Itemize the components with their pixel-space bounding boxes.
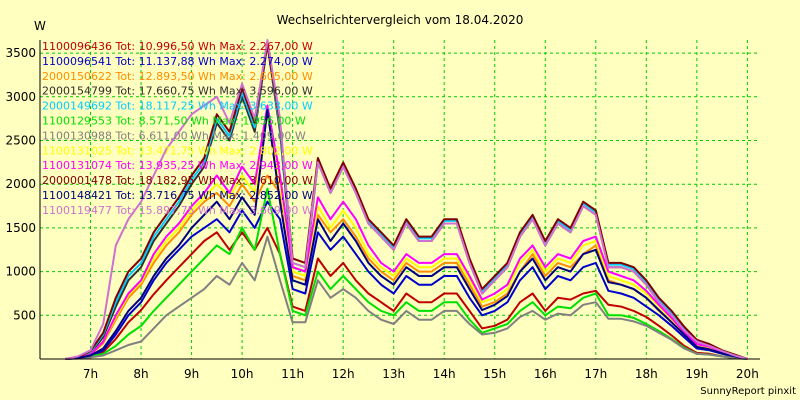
credit-text: SunnyReport pinxit bbox=[700, 386, 796, 397]
chart-title: Wechselrichtervergleich vom 18.04.2020 bbox=[277, 13, 524, 27]
x-tick-label: 7h bbox=[83, 367, 98, 381]
legend-entry-7: 1100130988 Tot: 6.611,00 Wh Max: 1.409,0… bbox=[42, 129, 306, 142]
y-tick-label: 2000 bbox=[5, 177, 36, 191]
x-tick-label: 16h bbox=[534, 367, 557, 381]
legend-entry-10: 2000001478 Tot: 18.182,95 Wh Max: 3.610,… bbox=[42, 174, 313, 187]
series-line-11 bbox=[65, 108, 748, 360]
legend-entry-5: 2000149692 Tot: 18.117,25 Wh Max: 3.633,… bbox=[42, 100, 313, 113]
series-line-8 bbox=[65, 113, 748, 360]
legend-entry-8: 1100131025 Tot: 13.471,75 Wh Max: 2.802,… bbox=[42, 144, 313, 157]
y-tick-label: 3500 bbox=[5, 46, 36, 60]
legend-entry-4: 2000154799 Tot: 17.660,75 Wh Max: 3.596,… bbox=[42, 85, 313, 98]
grid-layer bbox=[40, 40, 760, 359]
legend-entry-9: 1100131074 Tot: 13.935,25 Wh Max: 2.943,… bbox=[42, 159, 313, 172]
x-tick-label: 11h bbox=[281, 367, 304, 381]
x-tick-label: 10h bbox=[231, 367, 254, 381]
x-tick-label: 18h bbox=[635, 367, 658, 381]
x-tick-label: 17h bbox=[584, 367, 607, 381]
x-tick-label: 19h bbox=[685, 367, 708, 381]
legend-entry-3: 2000150622 Tot: 12.893,50 Wh Max: 2.605,… bbox=[42, 70, 313, 83]
tick-label-layer: 7h 8h 9h 10h 11h 12h 13h 14h 15h 16h 17h 18h 19h 20h 5… bbox=[5, 46, 758, 381]
series-layer bbox=[65, 39, 748, 360]
x-tick-label: 15h bbox=[483, 367, 506, 381]
y-tick-label: 500 bbox=[13, 308, 36, 322]
x-tick-label: 9h bbox=[184, 367, 199, 381]
legend: 1100096436 Tot: 10.996,50 Wh Max: 2.267,… bbox=[42, 40, 313, 217]
legend-entry-6: 1100129553 Tot: 8.571,50 Wh Max: 1.956,0… bbox=[42, 115, 306, 128]
series-line-9 bbox=[65, 104, 748, 360]
series-line-6 bbox=[65, 187, 748, 360]
x-tick-label: 12h bbox=[332, 367, 355, 381]
axes-layer bbox=[39, 40, 760, 360]
series-line-1 bbox=[65, 226, 748, 360]
series-line-7 bbox=[65, 235, 748, 360]
x-tick-label: 8h bbox=[133, 367, 148, 381]
x-tick-label: 20h bbox=[736, 367, 759, 381]
legend-entry-12: 1100119477 Tot: 15.897,75 Wh Max: 3.669,… bbox=[42, 204, 313, 217]
x-tick-label: 14h bbox=[433, 367, 456, 381]
legend-entry-11: 1100148421 Tot: 13.716,75 Wh Max: 2.852,… bbox=[42, 189, 313, 202]
legend-entry-2: 1100096541 Tot: 11.137,88 Wh Max: 2.274,… bbox=[42, 55, 313, 68]
y-tick-label: 3000 bbox=[5, 90, 36, 104]
y-tick-label: 2500 bbox=[5, 134, 36, 148]
x-tick-label: 13h bbox=[382, 367, 405, 381]
series-line-2 bbox=[65, 200, 748, 360]
series-line-12 bbox=[65, 39, 748, 360]
plot-area bbox=[40, 40, 760, 359]
y-tick-label: 1500 bbox=[5, 221, 36, 235]
y-axis-unit-label: W bbox=[34, 19, 46, 33]
legend-entry-1: 1100096436 Tot: 10.996,50 Wh Max: 2.267,… bbox=[42, 40, 313, 53]
y-tick-label: 1000 bbox=[5, 265, 36, 279]
series-line-10 bbox=[65, 42, 748, 360]
